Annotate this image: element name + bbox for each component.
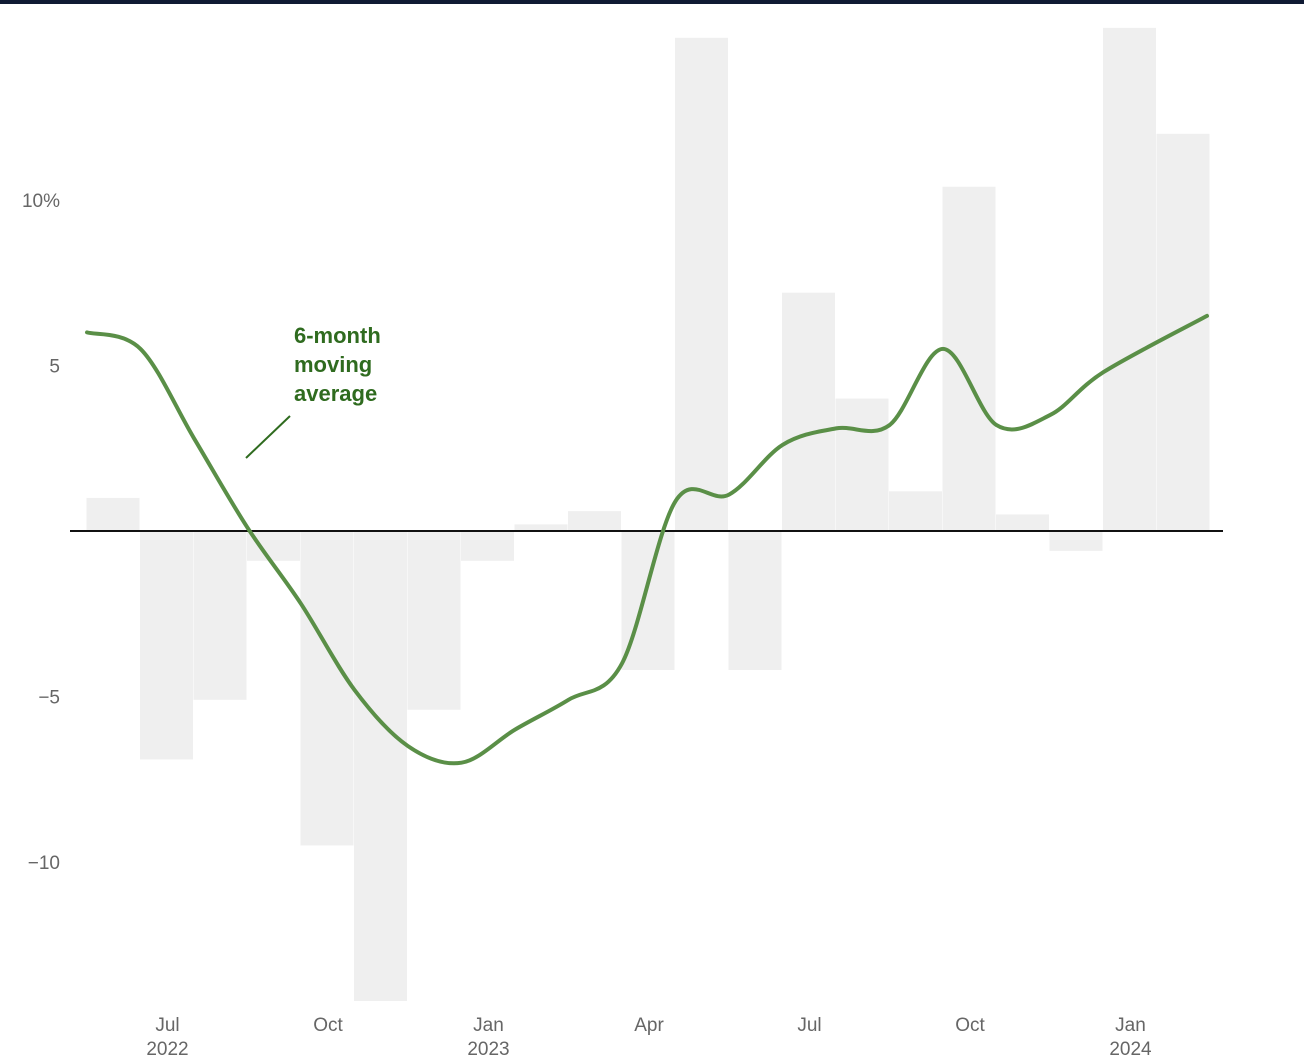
y-tick-label: −10: [28, 853, 60, 874]
bar-2022-11: [354, 531, 407, 1002]
y-axis: 10% 5 −5 −10: [22, 191, 60, 874]
annotation-line: 6-month: [294, 323, 381, 348]
bar-2022-08: [193, 531, 247, 700]
bar-2022-06: [86, 497, 140, 531]
y-tick-label: −5: [38, 688, 60, 709]
bar-2022-07: [140, 531, 193, 760]
x-tick-label: Apr: [634, 1015, 664, 1036]
moving-average-line: [85, 313, 1209, 766]
bar-2023-10: [942, 186, 996, 531]
bar-2023-03: [568, 511, 621, 531]
bar-2023-07: [782, 292, 835, 531]
bar-2023-02: [514, 524, 568, 531]
annotation-leader-line: [245, 415, 291, 459]
bar-2023-09: [889, 491, 942, 531]
annotation-line: average: [294, 381, 377, 406]
y-tick-label: 10%: [22, 191, 60, 212]
annotation-line: moving: [294, 352, 372, 377]
bar-2024-01: [1103, 27, 1156, 531]
bar-2023-08: [835, 398, 889, 531]
y-tick-label: 5: [49, 357, 60, 378]
x-tick-label: Jan: [473, 1015, 504, 1036]
x-tick-year-label: 2022: [146, 1039, 188, 1058]
x-tick-year-label: 2023: [467, 1039, 509, 1058]
x-tick-year-label: 2024: [1109, 1039, 1152, 1058]
bar-2022-09: [247, 531, 300, 561]
bar-2022-12: [407, 531, 461, 710]
bar-2023-11: [996, 514, 1049, 531]
x-tick-label: Jan: [1115, 1015, 1146, 1036]
bars-layer: [86, 27, 1210, 1002]
x-tick-label: Oct: [955, 1015, 985, 1036]
x-tick-label: Oct: [313, 1015, 343, 1036]
x-tick-label: Jul: [797, 1015, 821, 1036]
bar-2023-06: [728, 531, 782, 671]
bar-2024-02: [1156, 133, 1210, 532]
x-tick-label: Jul: [155, 1015, 179, 1036]
bar-2023-12: [1049, 531, 1103, 551]
x-axis: Jul 2022 Oct Jan 2023 Apr Jul Oct Jan 2024: [146, 1015, 1152, 1058]
annotation-label: 6-month moving average: [294, 323, 387, 406]
top-bar: [0, 0, 1304, 4]
bar-2022-10: [300, 531, 354, 846]
bar-2023-05: [675, 37, 728, 532]
bar-2023-01: [461, 531, 514, 561]
